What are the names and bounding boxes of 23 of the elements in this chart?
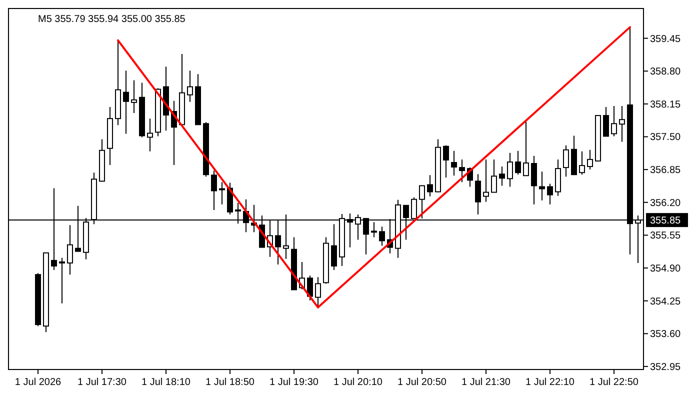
- ref-line-label: 355.85: [650, 216, 682, 227]
- y-tick-label: 356.85: [650, 165, 682, 176]
- y-tick-label: 359.45: [650, 34, 682, 45]
- x-tick-label: 1 Jul 18:10: [142, 377, 191, 388]
- x-tick-label: 1 Jul 19:30: [270, 377, 319, 388]
- x-tick-label: 1 Jul 18:50: [206, 377, 255, 388]
- y-tick-label: 355.55: [650, 230, 682, 242]
- y-tick-label: 357.50: [650, 132, 682, 144]
- y-tick-label: 356.20: [650, 198, 682, 209]
- x-tick-label: 1 Jul 2026: [14, 377, 62, 388]
- y-tick-label: 354.90: [650, 264, 682, 275]
- x-tick-label: 1 Jul 22:10: [526, 377, 575, 388]
- text: M5 355.79 355.94 355.00 355.85: [38, 14, 186, 25]
- x-tick-label: 1 Jul 17:30: [78, 377, 127, 388]
- y-tick-label: 352.95: [650, 362, 682, 373]
- x-tick-label: 1 Jul 20:10: [334, 377, 383, 388]
- x-tick-label: 1 Jul 21:30: [462, 377, 511, 388]
- x-tick-label: 1 Jul 22:50: [590, 377, 639, 388]
- y-tick-label: 358.80: [650, 66, 682, 78]
- x-tick-label: 1 Jul 20:50: [398, 377, 447, 388]
- y-tick-label: 353.60: [650, 329, 682, 340]
- y-tick-label: 354.25: [650, 296, 682, 308]
- y-tick-label: 358.15: [650, 99, 682, 110]
